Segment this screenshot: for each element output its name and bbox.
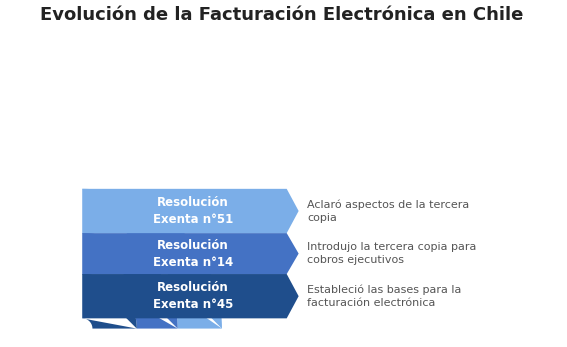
Text: Resolución
Exenta n°45: Resolución Exenta n°45 <box>153 281 233 311</box>
Polygon shape <box>82 189 222 329</box>
Polygon shape <box>82 274 299 318</box>
Text: Resolución
Exenta n°51: Resolución Exenta n°51 <box>153 196 233 226</box>
Polygon shape <box>82 274 137 329</box>
Text: Evolución de la Facturación Electrónica en Chile: Evolución de la Facturación Electrónica … <box>40 6 523 24</box>
Text: Estableció las bases para la
facturación electrónica: Estableció las bases para la facturación… <box>307 284 462 308</box>
Polygon shape <box>82 233 177 329</box>
Polygon shape <box>82 189 299 233</box>
Polygon shape <box>82 233 299 274</box>
Text: Resolución
Exenta n°14: Resolución Exenta n°14 <box>153 239 233 269</box>
Text: Introdujo la tercera copia para
cobros ejecutivos: Introdujo la tercera copia para cobros e… <box>307 242 476 265</box>
Text: Aclaró aspectos de la tercera
copia: Aclaró aspectos de la tercera copia <box>307 199 469 223</box>
